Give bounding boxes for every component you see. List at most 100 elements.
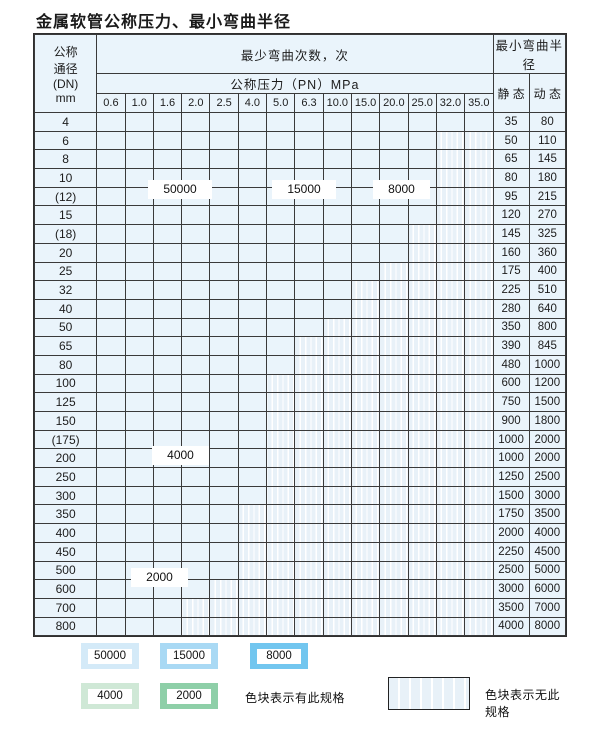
bend-count-header: 最少弯曲次数，次 <box>96 34 494 74</box>
cell-dn-500-pn-20.0 <box>379 560 409 581</box>
dynamic-radius-value: 845 <box>528 336 567 356</box>
cell-dn-600-pn-32.0 <box>435 579 466 599</box>
cell-dn-400-pn-25.0 <box>407 523 437 543</box>
cell-dn-50-pn-2.0 <box>181 317 211 338</box>
cell-dn-350-pn-15.0 <box>350 504 381 525</box>
cell-dn-32-pn-4.0 <box>237 280 268 300</box>
cell-dn-4-pn-4.0 <box>237 112 268 132</box>
cell-dn-(12)-pn-15.0 <box>350 186 381 207</box>
cell-dn-(12)-pn-32.0 <box>435 186 466 207</box>
cell-dn-50-pn-10.0 <box>322 317 352 338</box>
static-radius-value: 225 <box>492 280 530 300</box>
cell-dn-(175)-pn-1.0 <box>124 429 154 450</box>
legend-swatch-label: 4000 <box>88 688 132 704</box>
table-body: 4 35 80 6 50 110 8 65 145 10 80 180 (12) 95 215 15 120 27… <box>33 112 567 637</box>
cell-dn-20-pn-35.0 <box>464 242 494 263</box>
dynamic-radius-value: 2500 <box>528 467 567 487</box>
cell-dn-20-pn-2.5 <box>209 242 239 263</box>
cell-dn-50-pn-15.0 <box>350 317 381 338</box>
cell-dn-150-pn-5.0 <box>266 411 296 431</box>
cell-dn-300-pn-20.0 <box>379 485 409 506</box>
dynamic-radius-value: 270 <box>528 205 567 226</box>
cell-dn-200-pn-10.0 <box>322 448 352 469</box>
cell-dn-25-pn-35.0 <box>464 261 494 282</box>
cell-dn-350-pn-2.0 <box>181 504 211 525</box>
cell-dn-100-pn-1.0 <box>124 373 154 394</box>
cell-dn-600-pn-4.0 <box>237 579 268 599</box>
cell-dn-450-pn-25.0 <box>407 541 437 562</box>
cell-dn-500-pn-0.6 <box>96 560 126 581</box>
cell-dn-(175)-pn-35.0 <box>464 429 494 450</box>
cell-dn-32-pn-15.0 <box>350 280 381 300</box>
cell-dn-4-pn-2.0 <box>181 112 211 132</box>
cell-dn-350-pn-4.0 <box>237 504 268 525</box>
cell-dn-400-pn-4.0 <box>237 523 268 543</box>
cell-dn-450-pn-20.0 <box>379 541 409 562</box>
cell-dn-50-pn-1.0 <box>124 317 154 338</box>
cell-dn-250-pn-2.5 <box>209 467 239 487</box>
cell-dn-8-pn-0.6 <box>96 149 126 170</box>
legend-swatch-4000: 4000 <box>81 683 139 709</box>
cell-dn-(175)-pn-0.6 <box>96 429 126 450</box>
cell-dn-125-pn-32.0 <box>435 392 466 412</box>
cell-dn-20-pn-5.0 <box>266 242 296 263</box>
cell-dn-400-pn-1.0 <box>124 523 154 543</box>
value-tag-8000: 8000 <box>373 180 430 199</box>
pressure-col-15.0: 15.0 <box>350 93 381 113</box>
cell-dn-40-pn-35.0 <box>464 298 494 319</box>
dn-value: 300 <box>33 485 98 506</box>
dynamic-radius-value: 6000 <box>528 579 567 599</box>
cell-dn-200-pn-25.0 <box>407 448 437 469</box>
cell-dn-80-pn-2.5 <box>209 354 239 375</box>
cell-dn-800-pn-5.0 <box>266 616 296 637</box>
static-radius-value: 160 <box>492 242 530 263</box>
cell-dn-700-pn-15.0 <box>350 597 381 618</box>
cell-dn-40-pn-4.0 <box>237 298 268 319</box>
cell-dn-250-pn-10.0 <box>322 467 352 487</box>
cell-dn-40-pn-10.0 <box>322 298 352 319</box>
table-row: 40 280 640 <box>33 298 567 319</box>
cell-dn-65-pn-10.0 <box>322 336 352 356</box>
cell-dn-350-pn-35.0 <box>464 504 494 525</box>
cell-dn-700-pn-20.0 <box>379 597 409 618</box>
table-row: 500 2500 5000 <box>33 560 567 581</box>
table-row: 400 2000 4000 <box>33 523 567 543</box>
dn-value: 6 <box>33 130 98 151</box>
cell-dn-32-pn-32.0 <box>435 280 466 300</box>
cell-dn-(175)-pn-4.0 <box>237 429 268 450</box>
cell-dn-100-pn-2.0 <box>181 373 211 394</box>
dynamic-radius-value: 5000 <box>528 560 567 581</box>
cell-dn-6-pn-15.0 <box>350 130 381 151</box>
pressure-col-35.0: 35.0 <box>464 93 494 113</box>
cell-dn-500-pn-25.0 <box>407 560 437 581</box>
cell-dn-300-pn-35.0 <box>464 485 494 506</box>
cell-dn-65-pn-2.5 <box>209 336 239 356</box>
cell-dn-125-pn-1.6 <box>152 392 183 412</box>
cell-dn-250-pn-1.0 <box>124 467 154 487</box>
cell-dn-(12)-pn-35.0 <box>464 186 494 207</box>
legend-no-spec-text: 色块表示无此规格 <box>485 688 561 719</box>
dynamic-radius-value: 4500 <box>528 541 567 562</box>
cell-dn-25-pn-0.6 <box>96 261 126 282</box>
cell-dn-20-pn-6.3 <box>294 242 324 263</box>
cell-dn-300-pn-5.0 <box>266 485 296 506</box>
cell-dn-80-pn-0.6 <box>96 354 126 375</box>
cell-dn-40-pn-2.0 <box>181 298 211 319</box>
cell-dn-40-pn-5.0 <box>266 298 296 319</box>
cell-dn-(18)-pn-0.6 <box>96 224 126 244</box>
table-row: 65 390 845 <box>33 336 567 356</box>
static-radius-value: 2000 <box>492 523 530 543</box>
cell-dn-50-pn-5.0 <box>266 317 296 338</box>
dn-value: (175) <box>33 429 98 450</box>
cell-dn-65-pn-15.0 <box>350 336 381 356</box>
header-row-1: 公称 通径 (DN) mm 最少弯曲次数，次 最小弯曲半径 <box>33 34 566 113</box>
cell-dn-6-pn-5.0 <box>266 130 296 151</box>
legend-has-spec-text: 色块表示有此规格 <box>245 691 346 705</box>
cell-dn-15-pn-15.0 <box>350 205 381 226</box>
cell-dn-50-pn-35.0 <box>464 317 494 338</box>
value-tag-4000: 4000 <box>152 446 209 465</box>
cell-dn-40-pn-25.0 <box>407 298 437 319</box>
cell-dn-450-pn-1.0 <box>124 541 154 562</box>
cell-dn-100-pn-0.6 <box>96 373 126 394</box>
dn-value: 65 <box>33 336 98 356</box>
